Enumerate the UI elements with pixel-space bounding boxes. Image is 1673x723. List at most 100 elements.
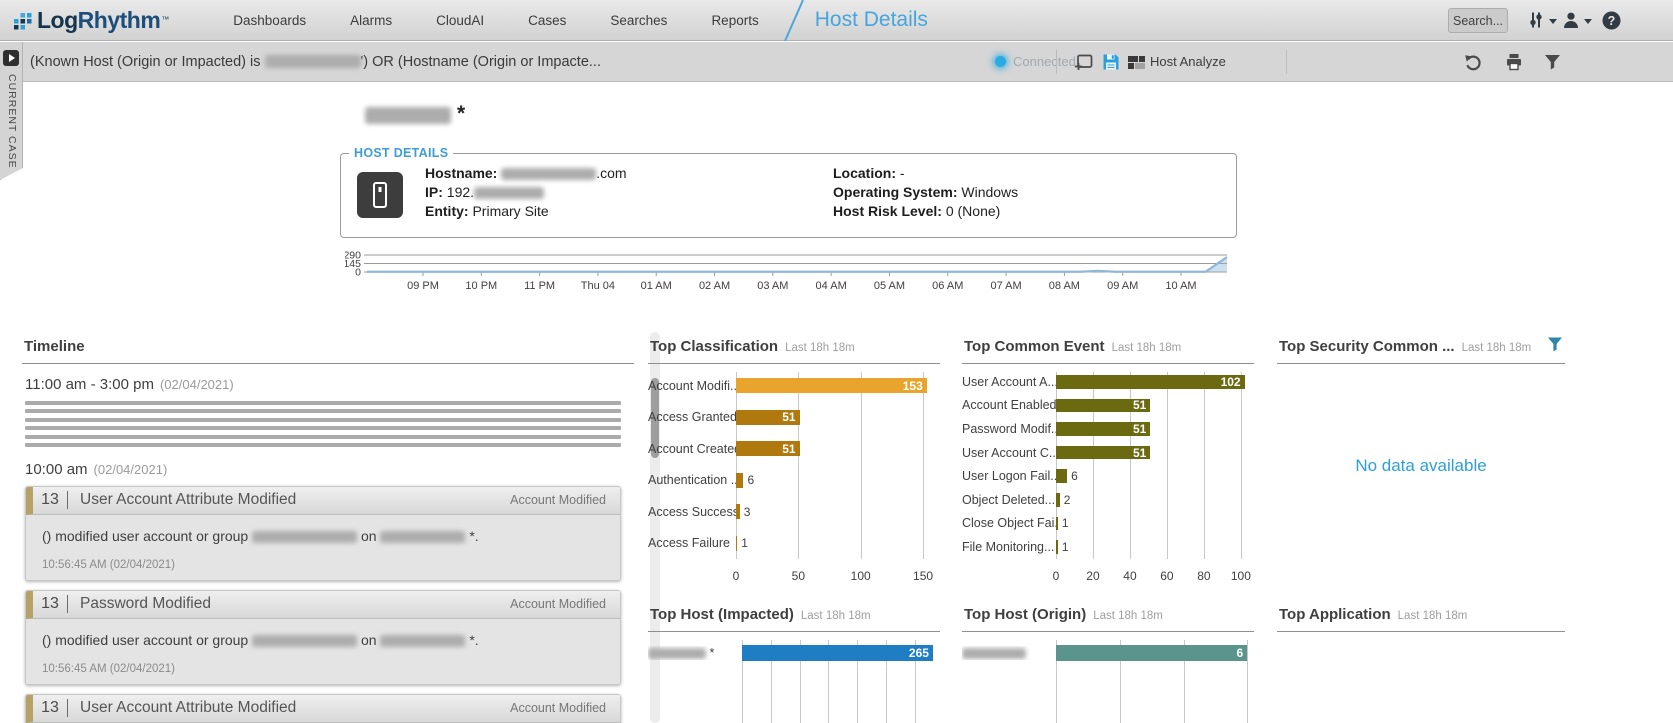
bar[interactable] xyxy=(1056,493,1060,507)
expand-case-panel-icon[interactable] xyxy=(3,50,19,66)
bar[interactable] xyxy=(736,504,740,519)
category-label: Password Modif... xyxy=(962,422,1056,436)
event-timestamp: 10:56:45 AM (02/04/2021) xyxy=(42,559,606,571)
top-host-origin-panel: Top Host (Origin)Last 18h 18m 6 xyxy=(962,598,1254,723)
greeked-event-row[interactable] xyxy=(25,426,621,430)
redacted-account-name xyxy=(252,635,357,647)
bar[interactable]: 102 xyxy=(1056,375,1245,389)
timeline-event-card[interactable]: 13Password ModifiedAccount Modified() mo… xyxy=(25,590,621,685)
host-analyze-grid-icon[interactable] xyxy=(1128,56,1145,69)
greeked-event-row[interactable] xyxy=(25,401,621,405)
greeked-event-row[interactable] xyxy=(25,435,621,439)
panel-title: Top Common Event xyxy=(964,338,1105,355)
view-settings-sliders-icon[interactable] xyxy=(1528,11,1544,29)
timeline-event-card[interactable]: 13User Account Attribute ModifiedAccount… xyxy=(25,486,621,581)
panel-title: Top Host (Impacted) xyxy=(650,606,794,623)
top-common-event-chart[interactable]: User Account A...102Account Enabled51Pas… xyxy=(962,370,1254,585)
top-host-impacted-chart[interactable]: *265 xyxy=(648,638,940,723)
user-account-icon[interactable] xyxy=(1562,11,1580,29)
print-icon[interactable] xyxy=(1505,53,1523,71)
greeked-event-row[interactable] xyxy=(25,418,621,422)
svg-text:09 AM: 09 AM xyxy=(1107,280,1138,292)
hostname-row: Hostname: .com xyxy=(425,164,825,183)
save-search-icon[interactable] xyxy=(1102,53,1120,71)
bar[interactable]: 153 xyxy=(736,378,927,393)
bar[interactable] xyxy=(1056,517,1058,531)
bar[interactable] xyxy=(736,473,743,488)
category-label: User Logon Fail... xyxy=(962,469,1056,483)
collapsed-events xyxy=(25,401,621,447)
logrhythm-mark-icon xyxy=(14,10,32,32)
x-axis-tick-label: 150 xyxy=(913,569,933,583)
filter-funnel-icon[interactable] xyxy=(1544,54,1561,70)
chart-row: Close Object Fai...1 xyxy=(962,512,1254,536)
bar[interactable] xyxy=(1056,540,1058,554)
chart-rows: User Account A...102Account Enabled51Pas… xyxy=(962,370,1254,559)
bar-track: 6 xyxy=(736,473,938,488)
timeline-event-card[interactable]: 13User Account Attribute ModifiedAccount… xyxy=(25,694,621,723)
bar[interactable]: 51 xyxy=(1056,422,1150,436)
chevron-down-icon[interactable] xyxy=(1584,19,1592,24)
svg-text:11 PM: 11 PM xyxy=(524,280,555,292)
bar[interactable]: 51 xyxy=(1056,399,1150,413)
svg-text:02 AM: 02 AM xyxy=(699,280,730,292)
host-info-right: Location: - Operating System: Windows Ho… xyxy=(833,164,1018,221)
top-classification-chart[interactable]: Account Modifi...153Access Granted51Acco… xyxy=(648,370,940,585)
logo-text-rhythm: Rhythm xyxy=(78,7,161,34)
add-widget-icon[interactable] xyxy=(1074,54,1093,71)
chart-row: File Monitoring...1 xyxy=(962,535,1254,559)
panel-time-range: Last 18h 18m xyxy=(1112,342,1182,354)
category-label: Access Granted xyxy=(648,410,736,424)
bar[interactable] xyxy=(736,536,737,551)
panel-filter-funnel-icon[interactable] xyxy=(1547,337,1563,352)
event-divider xyxy=(67,699,68,717)
os-row: Operating System: Windows xyxy=(833,183,1018,202)
bar-track: 6 xyxy=(1056,469,1252,483)
greeked-event-row[interactable] xyxy=(25,409,621,413)
bar[interactable] xyxy=(1056,469,1067,483)
chart-row: Access Failure1 xyxy=(648,528,940,560)
nav-searches[interactable]: Searches xyxy=(610,13,667,28)
bar[interactable]: 51 xyxy=(1056,446,1150,460)
current-case-label: CURRENT CASE xyxy=(6,74,18,169)
panel-title: Top Security Common ... xyxy=(1279,338,1455,355)
nav-dashboards[interactable]: Dashboards xyxy=(233,13,306,28)
x-axis: 020406080100 xyxy=(1056,565,1252,585)
bar-track: 51 xyxy=(1056,399,1252,413)
activity-overview-chart[interactable]: 290145009 PM10 PM11 PMThu 0401 AM02 AM03… xyxy=(345,246,1235,303)
host-analyze-label[interactable]: Host Analyze xyxy=(1150,54,1226,69)
ip-row: IP: 192. xyxy=(425,183,825,202)
category-label: User Account A... xyxy=(962,375,1056,389)
bar[interactable]: 51 xyxy=(736,410,800,425)
chart-row: Object Deleted...2 xyxy=(962,488,1254,512)
panel-title: Top Classification xyxy=(650,338,778,355)
query-text: (Known Host (Origin or Impacted) is xyxy=(30,54,265,70)
undo-icon[interactable] xyxy=(1464,53,1483,72)
bar-value-label: 51 xyxy=(1133,446,1146,460)
entity-row: Entity: Primary Site xyxy=(425,202,825,221)
nav-reports[interactable]: Reports xyxy=(711,13,758,28)
bar[interactable]: 51 xyxy=(736,441,800,456)
chart-row: Password Modif...51 xyxy=(962,417,1254,441)
search-query[interactable]: (Known Host (Origin or Impacted) is ') O… xyxy=(30,54,601,70)
event-header: 13Password ModifiedAccount Modified xyxy=(26,591,620,619)
search-button[interactable]: Search... xyxy=(1448,8,1508,33)
event-timestamp: 10:56:45 AM (02/04/2021) xyxy=(42,663,606,675)
current-case-tab[interactable]: CURRENT CASE xyxy=(0,42,23,180)
bar[interactable]: 265 xyxy=(742,645,933,661)
x-axis-tick-label: 60 xyxy=(1160,569,1173,583)
panel-time-range: Last 18h 18m xyxy=(785,342,855,354)
nav-alarms[interactable]: Alarms xyxy=(350,13,392,28)
chart-row: User Account A... 102 xyxy=(962,370,1254,394)
logrhythm-logo[interactable]: LogRhythm™ xyxy=(14,7,169,34)
bar-value-label: 6 xyxy=(747,473,754,487)
greeked-event-row[interactable] xyxy=(25,443,621,447)
nav-cloudai[interactable]: CloudAI xyxy=(436,13,484,28)
chevron-down-icon[interactable] xyxy=(1549,19,1557,24)
bar[interactable]: 6 xyxy=(1056,645,1247,661)
help-icon[interactable]: ? xyxy=(1602,11,1621,30)
nav-cases[interactable]: Cases xyxy=(528,13,566,28)
timeline-header: Timeline xyxy=(22,330,634,364)
top-host-origin-chart[interactable]: 6 xyxy=(962,638,1254,723)
bar-value-label: 102 xyxy=(1221,375,1241,389)
